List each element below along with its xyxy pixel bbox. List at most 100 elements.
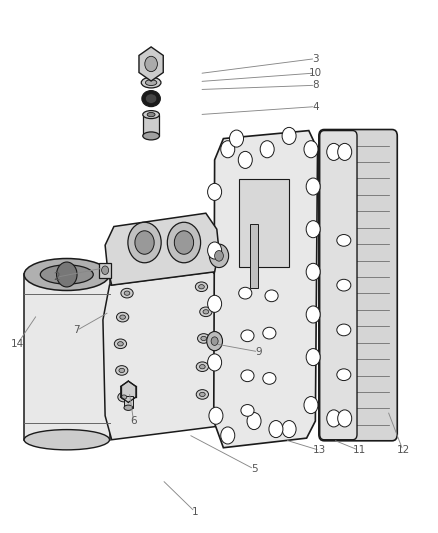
- Circle shape: [208, 242, 222, 259]
- Circle shape: [128, 222, 161, 263]
- Circle shape: [57, 262, 77, 287]
- Ellipse shape: [119, 368, 124, 373]
- Ellipse shape: [239, 287, 252, 299]
- Circle shape: [306, 178, 320, 195]
- Ellipse shape: [203, 310, 208, 314]
- Ellipse shape: [24, 430, 110, 450]
- Ellipse shape: [143, 110, 159, 118]
- Ellipse shape: [201, 336, 207, 341]
- Ellipse shape: [145, 79, 157, 86]
- Text: 4: 4: [312, 102, 319, 111]
- Circle shape: [306, 263, 320, 280]
- Ellipse shape: [120, 315, 125, 319]
- FancyBboxPatch shape: [319, 130, 397, 441]
- Text: 14: 14: [11, 339, 24, 349]
- Text: 2: 2: [53, 272, 60, 282]
- Text: 10: 10: [309, 68, 322, 78]
- Text: 9: 9: [255, 347, 262, 357]
- Ellipse shape: [142, 91, 160, 107]
- Circle shape: [247, 413, 261, 430]
- Ellipse shape: [145, 94, 157, 103]
- Circle shape: [304, 397, 318, 414]
- Text: 1: 1: [191, 507, 198, 516]
- Bar: [24, 274, 110, 440]
- Text: 7: 7: [73, 326, 80, 335]
- Circle shape: [102, 266, 109, 274]
- Circle shape: [221, 141, 235, 158]
- Circle shape: [215, 251, 223, 261]
- Ellipse shape: [124, 291, 130, 295]
- FancyBboxPatch shape: [99, 263, 111, 278]
- Text: 11: 11: [353, 446, 366, 455]
- Circle shape: [211, 337, 218, 345]
- Ellipse shape: [117, 312, 129, 322]
- Circle shape: [208, 354, 222, 371]
- Circle shape: [306, 221, 320, 238]
- Circle shape: [207, 332, 223, 351]
- Circle shape: [230, 130, 244, 147]
- Ellipse shape: [141, 77, 161, 88]
- Circle shape: [260, 141, 274, 158]
- Circle shape: [306, 349, 320, 366]
- Ellipse shape: [147, 112, 155, 117]
- Circle shape: [209, 244, 229, 268]
- Text: 12: 12: [396, 446, 410, 455]
- Text: 6: 6: [130, 416, 137, 426]
- Polygon shape: [105, 213, 219, 285]
- Ellipse shape: [40, 265, 93, 284]
- Circle shape: [135, 231, 154, 254]
- Circle shape: [208, 183, 222, 200]
- Circle shape: [238, 151, 252, 168]
- Bar: [250, 224, 258, 288]
- Ellipse shape: [143, 132, 159, 140]
- Circle shape: [338, 410, 352, 427]
- Circle shape: [327, 410, 341, 427]
- Text: 3: 3: [312, 54, 319, 63]
- Ellipse shape: [241, 330, 254, 342]
- Text: 13: 13: [313, 446, 326, 455]
- Ellipse shape: [121, 395, 127, 399]
- Ellipse shape: [116, 366, 128, 375]
- Ellipse shape: [241, 370, 254, 382]
- Ellipse shape: [196, 390, 208, 399]
- Ellipse shape: [265, 290, 278, 302]
- Polygon shape: [121, 381, 136, 402]
- Circle shape: [167, 222, 201, 263]
- Ellipse shape: [24, 259, 110, 290]
- FancyBboxPatch shape: [320, 131, 357, 440]
- Circle shape: [269, 421, 283, 438]
- Ellipse shape: [117, 342, 124, 346]
- Ellipse shape: [124, 405, 133, 410]
- Bar: [124, 396, 133, 408]
- Ellipse shape: [241, 405, 254, 416]
- Ellipse shape: [337, 369, 351, 381]
- Circle shape: [282, 421, 296, 438]
- Ellipse shape: [337, 235, 351, 246]
- Ellipse shape: [200, 365, 205, 369]
- Bar: [143, 115, 159, 136]
- Circle shape: [209, 407, 223, 424]
- Ellipse shape: [337, 279, 351, 291]
- Ellipse shape: [200, 392, 205, 397]
- Circle shape: [282, 127, 296, 144]
- Text: 8: 8: [312, 80, 319, 90]
- Polygon shape: [103, 272, 223, 440]
- Circle shape: [338, 143, 352, 160]
- Ellipse shape: [121, 288, 133, 298]
- Ellipse shape: [200, 307, 212, 317]
- Circle shape: [174, 231, 194, 254]
- Ellipse shape: [118, 392, 130, 402]
- Circle shape: [304, 141, 318, 158]
- Ellipse shape: [337, 324, 351, 336]
- Circle shape: [208, 295, 222, 312]
- Ellipse shape: [195, 282, 208, 292]
- Circle shape: [327, 143, 341, 160]
- Circle shape: [145, 56, 157, 71]
- Ellipse shape: [199, 285, 204, 289]
- Bar: [239, 179, 289, 266]
- Ellipse shape: [263, 327, 276, 339]
- Circle shape: [306, 306, 320, 323]
- Polygon shape: [139, 47, 163, 81]
- Ellipse shape: [198, 334, 210, 343]
- Polygon shape: [214, 131, 318, 448]
